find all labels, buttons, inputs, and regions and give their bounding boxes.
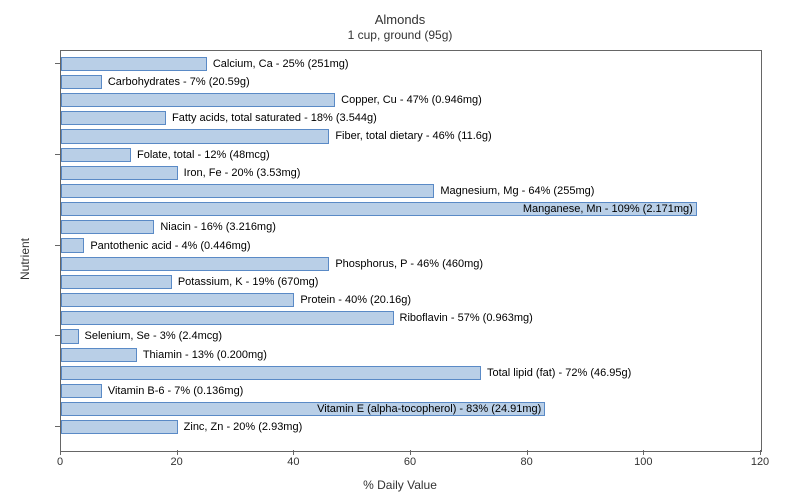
chart-title: Almonds xyxy=(0,12,800,27)
bar-folate-total xyxy=(61,148,131,162)
bar-protein xyxy=(61,293,294,307)
bar-label: Pantothenic acid - 4% (0.446mg) xyxy=(90,241,250,252)
xtick-mark xyxy=(410,450,411,455)
xtick-label: 40 xyxy=(287,456,299,468)
bar-selenium-se xyxy=(61,329,79,343)
bar-label: Riboflavin - 57% (0.963mg) xyxy=(400,313,533,324)
ytick-mark xyxy=(55,154,60,155)
bar-pantothenic-acid xyxy=(61,238,84,252)
xtick-label: 20 xyxy=(171,456,183,468)
xtick-mark xyxy=(293,450,294,455)
y-axis-label: Nutrient xyxy=(18,238,32,280)
bar-label: Zinc, Zn - 20% (2.93mg) xyxy=(184,422,303,433)
bar-label: Manganese, Mn - 109% (2.171mg) xyxy=(523,204,693,215)
bar-iron-fe xyxy=(61,166,178,180)
bar-label: Protein - 40% (20.16g) xyxy=(300,295,411,306)
bar-niacin xyxy=(61,220,154,234)
ytick-mark xyxy=(55,63,60,64)
bar-label: Niacin - 16% (3.216mg) xyxy=(160,222,276,233)
bar-calcium-ca xyxy=(61,57,207,71)
bar-fiber-total-dietary xyxy=(61,129,329,143)
x-axis-label: % Daily Value xyxy=(0,478,800,492)
bar-thiamin xyxy=(61,348,137,362)
xtick-label: 100 xyxy=(634,456,652,468)
bar-label: Total lipid (fat) - 72% (46.95g) xyxy=(487,368,631,379)
xtick-label: 120 xyxy=(751,456,769,468)
xtick-mark xyxy=(643,450,644,455)
bar-vitamin-b-6 xyxy=(61,384,102,398)
xtick-mark xyxy=(177,450,178,455)
plot-area: Calcium, Ca - 25% (251mg) Carbohydrates -… xyxy=(60,50,762,452)
bar-label: Phosphorus, P - 46% (460mg) xyxy=(335,259,483,270)
bar-label: Carbohydrates - 7% (20.59g) xyxy=(108,77,250,88)
bar-total-lipid-fat- xyxy=(61,366,481,380)
bar-label: Magnesium, Mg - 64% (255mg) xyxy=(440,186,594,197)
bar-riboflavin xyxy=(61,311,394,325)
xtick-label: 80 xyxy=(521,456,533,468)
bar-label: Vitamin B-6 - 7% (0.136mg) xyxy=(108,386,244,397)
xtick-mark xyxy=(527,450,528,455)
bar-magnesium-mg xyxy=(61,184,434,198)
bar-copper-cu xyxy=(61,93,335,107)
bar-fatty-acids-total-saturated xyxy=(61,111,166,125)
ytick-mark xyxy=(55,426,60,427)
xtick-label: 60 xyxy=(404,456,416,468)
bar-label: Fiber, total dietary - 46% (11.6g) xyxy=(335,131,491,142)
bar-label: Folate, total - 12% (48mcg) xyxy=(137,150,270,161)
bar-zinc-zn xyxy=(61,420,178,434)
bar-label: Iron, Fe - 20% (3.53mg) xyxy=(184,168,301,179)
xtick-mark xyxy=(60,450,61,455)
bar-label: Vitamin E (alpha-tocopherol) - 83% (24.9… xyxy=(317,404,541,415)
bar-label: Calcium, Ca - 25% (251mg) xyxy=(213,59,349,70)
bar-carbohydrates xyxy=(61,75,102,89)
ytick-mark xyxy=(55,245,60,246)
bar-label: Copper, Cu - 47% (0.946mg) xyxy=(341,95,482,106)
bar-label: Fatty acids, total saturated - 18% (3.54… xyxy=(172,113,377,124)
bar-potassium-k xyxy=(61,275,172,289)
bar-phosphorus-p xyxy=(61,257,329,271)
chart-subtitle: 1 cup, ground (95g) xyxy=(0,28,800,42)
xtick-label: 0 xyxy=(57,456,63,468)
bar-label: Thiamin - 13% (0.200mg) xyxy=(143,350,267,361)
bar-label: Selenium, Se - 3% (2.4mcg) xyxy=(85,331,223,342)
xtick-mark xyxy=(760,450,761,455)
bar-label: Potassium, K - 19% (670mg) xyxy=(178,277,319,288)
ytick-mark xyxy=(55,335,60,336)
